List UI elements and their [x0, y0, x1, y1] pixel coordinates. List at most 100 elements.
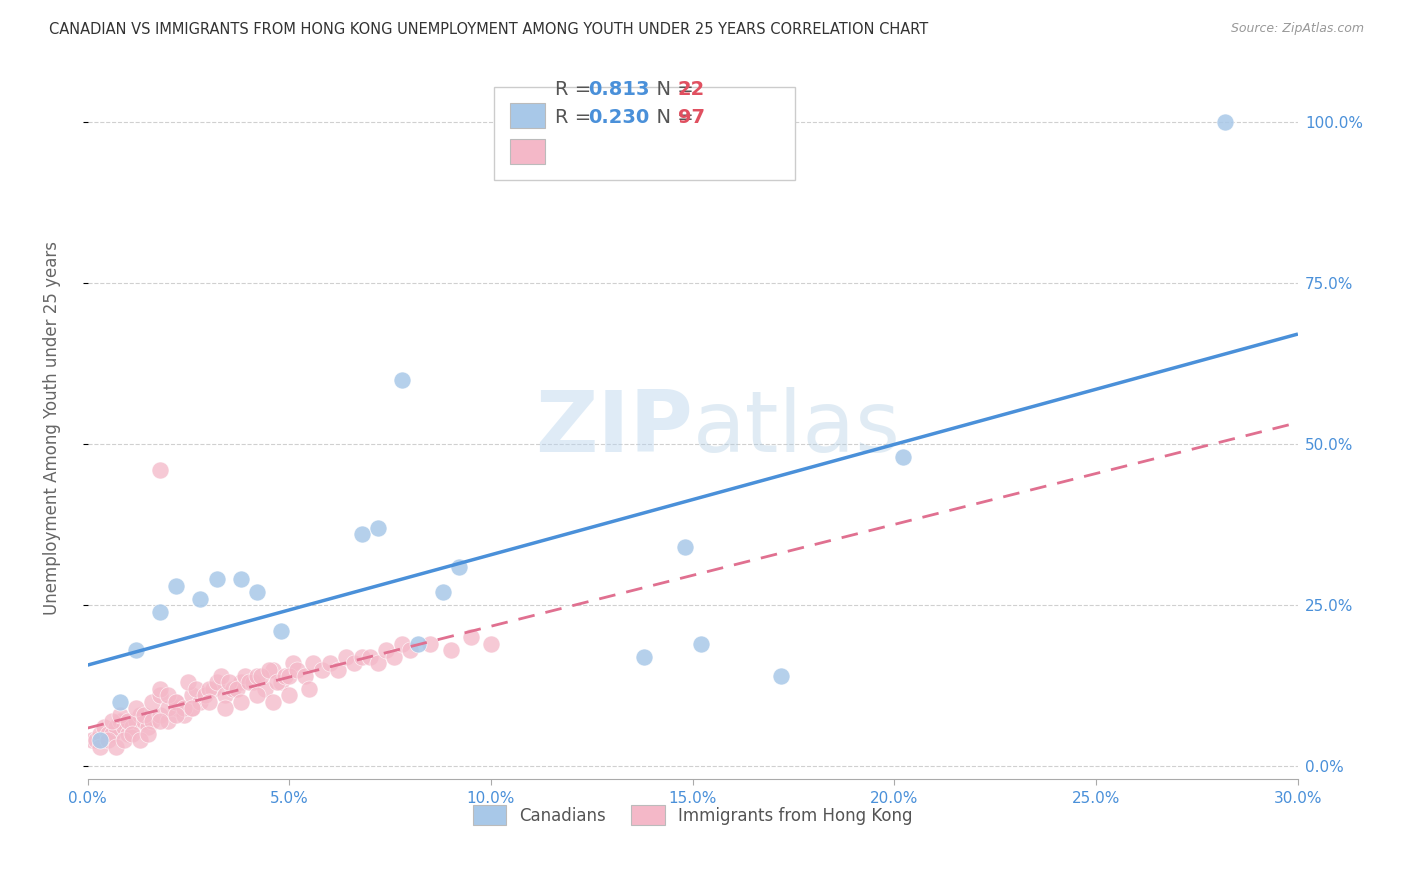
Text: 97: 97: [678, 108, 704, 128]
Point: [367, 656, 389, 670]
Point: [197, 695, 219, 709]
Point: [367, 521, 389, 535]
Point: [129, 733, 152, 747]
Point: [225, 681, 247, 696]
Point: [229, 573, 252, 587]
Point: [117, 714, 139, 728]
Point: [112, 733, 135, 747]
Point: [186, 681, 208, 696]
Point: [149, 707, 172, 722]
Point: [770, 669, 793, 683]
Point: [222, 681, 245, 696]
Text: 0.813: 0.813: [588, 79, 650, 99]
Point: [262, 695, 284, 709]
Point: [141, 714, 163, 728]
Point: [201, 681, 224, 696]
Point: [181, 688, 204, 702]
Point: [165, 695, 187, 709]
Point: [689, 637, 711, 651]
Point: [432, 585, 454, 599]
Point: [125, 701, 148, 715]
Point: [121, 727, 143, 741]
Point: [238, 675, 260, 690]
Point: [262, 663, 284, 677]
Point: [108, 695, 131, 709]
Point: [218, 675, 240, 690]
Point: [266, 675, 288, 690]
Point: [149, 714, 172, 728]
Point: [257, 663, 280, 677]
Point: [165, 579, 187, 593]
Point: [197, 681, 219, 696]
Point: [157, 701, 180, 715]
Point: [350, 649, 373, 664]
Point: [447, 559, 470, 574]
Point: [80, 733, 103, 747]
Text: ZIP: ZIP: [534, 386, 693, 470]
Point: [136, 721, 159, 735]
Point: [149, 463, 172, 477]
Point: [173, 701, 195, 715]
Point: [149, 605, 172, 619]
Point: [359, 649, 381, 664]
Point: [229, 695, 252, 709]
Point: [181, 701, 204, 715]
Point: [298, 681, 321, 696]
Point: [93, 721, 115, 735]
Point: [229, 675, 252, 690]
Point: [149, 681, 172, 696]
Point: [302, 656, 325, 670]
Point: [121, 721, 143, 735]
Text: N =: N =: [644, 79, 700, 99]
Point: [246, 585, 269, 599]
Point: [278, 669, 301, 683]
Point: [89, 733, 111, 747]
Point: [343, 656, 366, 670]
Point: [100, 727, 122, 741]
Point: [250, 669, 273, 683]
Point: [112, 721, 135, 735]
Point: [633, 649, 655, 664]
Point: [233, 669, 256, 683]
Point: [278, 688, 301, 702]
Text: R =: R =: [555, 79, 598, 99]
Point: [97, 733, 120, 747]
Point: [375, 643, 398, 657]
Point: [193, 688, 215, 702]
Point: [274, 669, 297, 683]
Point: [479, 637, 502, 651]
Point: [673, 540, 696, 554]
Point: [205, 675, 228, 690]
Point: [117, 727, 139, 741]
Point: [214, 688, 236, 702]
Point: [1213, 115, 1236, 129]
Point: [129, 707, 152, 722]
Point: [141, 695, 163, 709]
Point: [283, 656, 305, 670]
Point: [399, 643, 422, 657]
Point: [335, 649, 357, 664]
Legend: Canadians, Immigrants from Hong Kong: Canadians, Immigrants from Hong Kong: [464, 797, 921, 834]
Point: [89, 739, 111, 754]
Point: [108, 707, 131, 722]
Point: [89, 727, 111, 741]
Point: [214, 701, 236, 715]
Point: [391, 373, 413, 387]
Y-axis label: Unemployment Among Youth under 25 years: Unemployment Among Youth under 25 years: [44, 241, 60, 615]
Point: [382, 649, 405, 664]
Point: [440, 643, 463, 657]
Point: [190, 695, 212, 709]
Point: [270, 624, 292, 638]
Point: [165, 707, 187, 722]
Point: [165, 695, 187, 709]
Point: [84, 733, 107, 747]
Text: 0.230: 0.230: [588, 108, 650, 128]
Text: 22: 22: [678, 79, 704, 99]
Point: [408, 637, 430, 651]
Point: [97, 727, 120, 741]
Point: [242, 675, 264, 690]
Point: [190, 591, 212, 606]
Point: [460, 631, 482, 645]
Point: [246, 688, 269, 702]
Point: [209, 669, 232, 683]
